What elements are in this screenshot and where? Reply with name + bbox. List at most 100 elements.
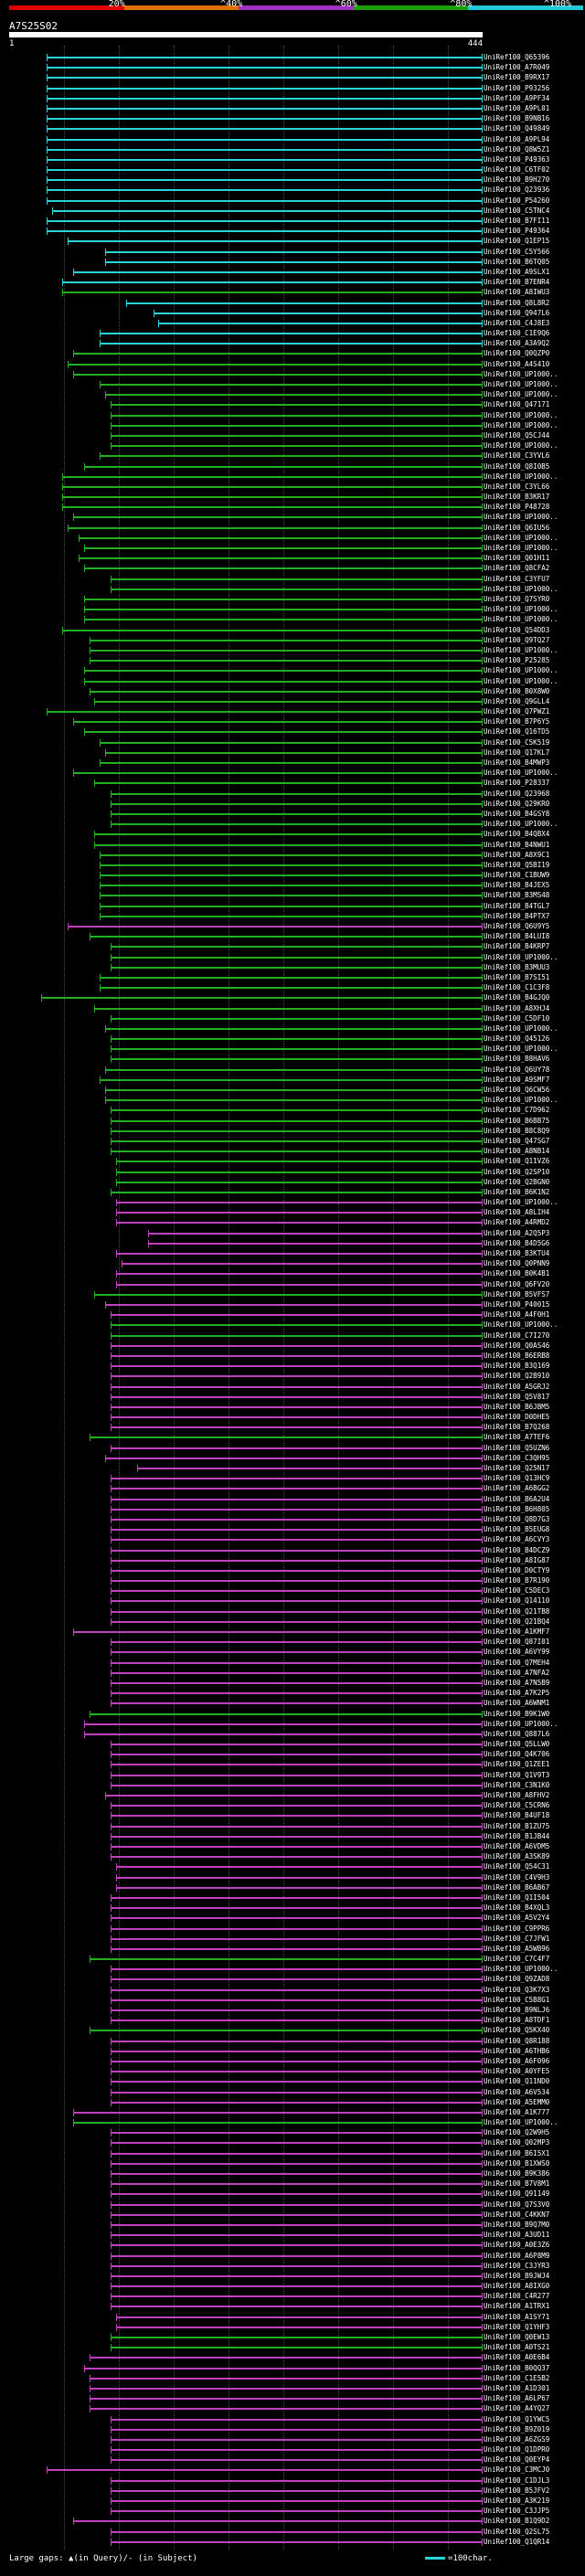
alignment-bar[interactable] — [110, 946, 483, 949]
alignment-bar[interactable] — [110, 2091, 483, 2094]
hit-link[interactable]: UniRef100_B9NB16 — [484, 114, 550, 123]
alignment-bar[interactable] — [110, 1129, 483, 1132]
hit-link[interactable]: UniRef100_Q49849 — [484, 124, 550, 133]
hit-link[interactable]: UniRef100_A6V534 — [484, 2087, 550, 2096]
hit-link[interactable]: UniRef100_UP1000.. — [484, 2118, 558, 2127]
alignment-bar[interactable] — [110, 1017, 483, 1020]
alignment-bar[interactable] — [83, 609, 483, 611]
hit-link[interactable]: UniRef100_A0TS21 — [484, 2343, 550, 2352]
alignment-bar[interactable] — [110, 1774, 483, 1776]
alignment-bar[interactable] — [115, 1866, 483, 1869]
hit-link[interactable]: UniRef100_A8NB14 — [484, 1147, 550, 1156]
hit-link[interactable]: UniRef100_Q14110 — [484, 1596, 550, 1606]
hit-link[interactable]: UniRef100_Q02MP3 — [484, 2138, 550, 2147]
hit-link[interactable]: UniRef100_Q9GLL4 — [484, 696, 550, 705]
alignment-bar[interactable] — [46, 169, 483, 172]
alignment-bar[interactable] — [105, 1027, 483, 1030]
hit-link[interactable]: UniRef100_B8HAV6 — [484, 1055, 550, 1064]
alignment-bar[interactable] — [110, 2285, 483, 2288]
hit-link[interactable]: UniRef100_B5EUG8 — [484, 1525, 550, 1534]
hit-link[interactable]: UniRef100_C3JJP5 — [484, 2507, 550, 2516]
hit-link[interactable]: UniRef100_A8IWU3 — [484, 288, 550, 297]
alignment-bar[interactable] — [105, 1068, 483, 1071]
alignment-bar[interactable] — [62, 475, 483, 478]
hit-link[interactable]: UniRef100_Q29KR0 — [484, 799, 550, 808]
hit-link[interactable]: UniRef100_B9JWJ4 — [484, 2271, 550, 2280]
hit-link[interactable]: UniRef100_C1E9Q6 — [484, 329, 550, 338]
alignment-bar[interactable] — [94, 833, 483, 836]
hit-link[interactable]: UniRef100_B6I5X1 — [484, 2148, 550, 2157]
alignment-bar[interactable] — [110, 1998, 483, 2001]
hit-link[interactable]: UniRef100_Q87I01 — [484, 1638, 550, 1647]
alignment-bar[interactable] — [110, 2203, 483, 2206]
alignment-bar[interactable] — [110, 1314, 483, 1317]
alignment-bar[interactable] — [110, 1937, 483, 1940]
hit-link[interactable]: UniRef100_B7P6Y5 — [484, 717, 550, 726]
hit-link[interactable]: UniRef100_B4GSY8 — [484, 809, 550, 818]
alignment-bar[interactable] — [94, 1007, 483, 1010]
alignment-bar[interactable] — [62, 281, 483, 284]
hit-link[interactable]: UniRef100_C5B8G1 — [484, 1995, 550, 2004]
alignment-bar[interactable] — [110, 1354, 483, 1357]
hit-link[interactable]: UniRef100_A0E6B4 — [484, 2353, 550, 2362]
alignment-bar[interactable] — [83, 670, 483, 673]
hit-link[interactable]: UniRef100_A9PL94 — [484, 134, 550, 143]
alignment-bar[interactable] — [110, 1754, 483, 1756]
alignment-bar[interactable] — [110, 1917, 483, 1920]
hit-link[interactable]: UniRef100_A8FHV2 — [484, 1791, 550, 1800]
hit-link[interactable]: UniRef100_B4NWU1 — [484, 840, 550, 849]
alignment-bar[interactable] — [110, 1150, 483, 1153]
hit-link[interactable]: UniRef100_B4PTX7 — [484, 911, 550, 920]
hit-link[interactable]: UniRef100_Q1EP15 — [484, 237, 550, 246]
alignment-bar[interactable] — [100, 333, 483, 335]
hit-link[interactable]: UniRef100_A6VDM5 — [484, 1841, 550, 1850]
alignment-bar[interactable] — [110, 1805, 483, 1807]
alignment-bar[interactable] — [89, 2377, 483, 2380]
hit-link[interactable]: UniRef100_B4JEX5 — [484, 881, 550, 890]
alignment-bar[interactable] — [62, 292, 483, 294]
hit-link[interactable]: UniRef100_Q8L8R2 — [484, 298, 550, 307]
alignment-bar[interactable] — [68, 240, 483, 243]
alignment-bar[interactable] — [105, 1099, 483, 1102]
hit-link[interactable]: UniRef100_B3Q169 — [484, 1362, 550, 1371]
alignment-bar[interactable] — [100, 741, 483, 744]
alignment-bar[interactable] — [110, 812, 483, 815]
hit-link[interactable]: UniRef100_P28337 — [484, 779, 550, 788]
alignment-bar[interactable] — [110, 2306, 483, 2308]
hit-link[interactable]: UniRef100_B9K1W0 — [484, 1709, 550, 1718]
hit-link[interactable]: UniRef100_Q25N17 — [484, 1464, 550, 1473]
alignment-bar[interactable] — [110, 1978, 483, 1981]
hit-link[interactable]: UniRef100_Q5UZN6 — [484, 1443, 550, 1452]
alignment-bar[interactable] — [46, 230, 483, 233]
hit-link[interactable]: UniRef100_C7D962 — [484, 1106, 550, 1115]
alignment-bar[interactable] — [46, 57, 483, 58]
hit-link[interactable]: UniRef100_Q21BQ4 — [484, 1617, 550, 1626]
alignment-bar[interactable] — [110, 1896, 483, 1899]
alignment-bar[interactable] — [62, 496, 483, 499]
hit-link[interactable]: UniRef100_A5GRJ2 — [484, 1382, 550, 1391]
hit-link[interactable]: UniRef100_A4F0H1 — [484, 1310, 550, 1320]
hit-link[interactable]: UniRef100_C4KKN7 — [484, 2210, 550, 2219]
alignment-bar[interactable] — [110, 2510, 483, 2513]
hit-link[interactable]: UniRef100_Q11ND0 — [484, 2077, 550, 2086]
alignment-bar[interactable] — [110, 2173, 483, 2176]
alignment-bar[interactable] — [83, 598, 483, 600]
alignment-bar[interactable] — [110, 1048, 483, 1051]
hit-link[interactable]: UniRef100_B4DCZ9 — [484, 1545, 550, 1554]
alignment-bar[interactable] — [89, 649, 483, 652]
alignment-bar[interactable] — [46, 67, 483, 69]
alignment-bar[interactable] — [115, 1171, 483, 1173]
alignment-bar[interactable] — [105, 1457, 483, 1459]
alignment-bar[interactable] — [73, 1631, 483, 1634]
hit-link[interactable]: UniRef100_C1DJL3 — [484, 2475, 550, 2485]
hit-link[interactable]: UniRef100_B9RX17 — [484, 73, 550, 82]
alignment-bar[interactable] — [83, 547, 483, 550]
hit-link[interactable]: UniRef100_A6ZGS9 — [484, 2434, 550, 2443]
alignment-bar[interactable] — [46, 128, 483, 131]
hit-link[interactable]: UniRef100_C1BUW9 — [484, 871, 550, 880]
hit-link[interactable]: UniRef100_P40015 — [484, 1300, 550, 1309]
alignment-bar[interactable] — [100, 895, 483, 897]
hit-link[interactable]: UniRef100_P49364 — [484, 227, 550, 236]
alignment-bar[interactable] — [115, 1886, 483, 1889]
alignment-bar[interactable] — [115, 1212, 483, 1214]
